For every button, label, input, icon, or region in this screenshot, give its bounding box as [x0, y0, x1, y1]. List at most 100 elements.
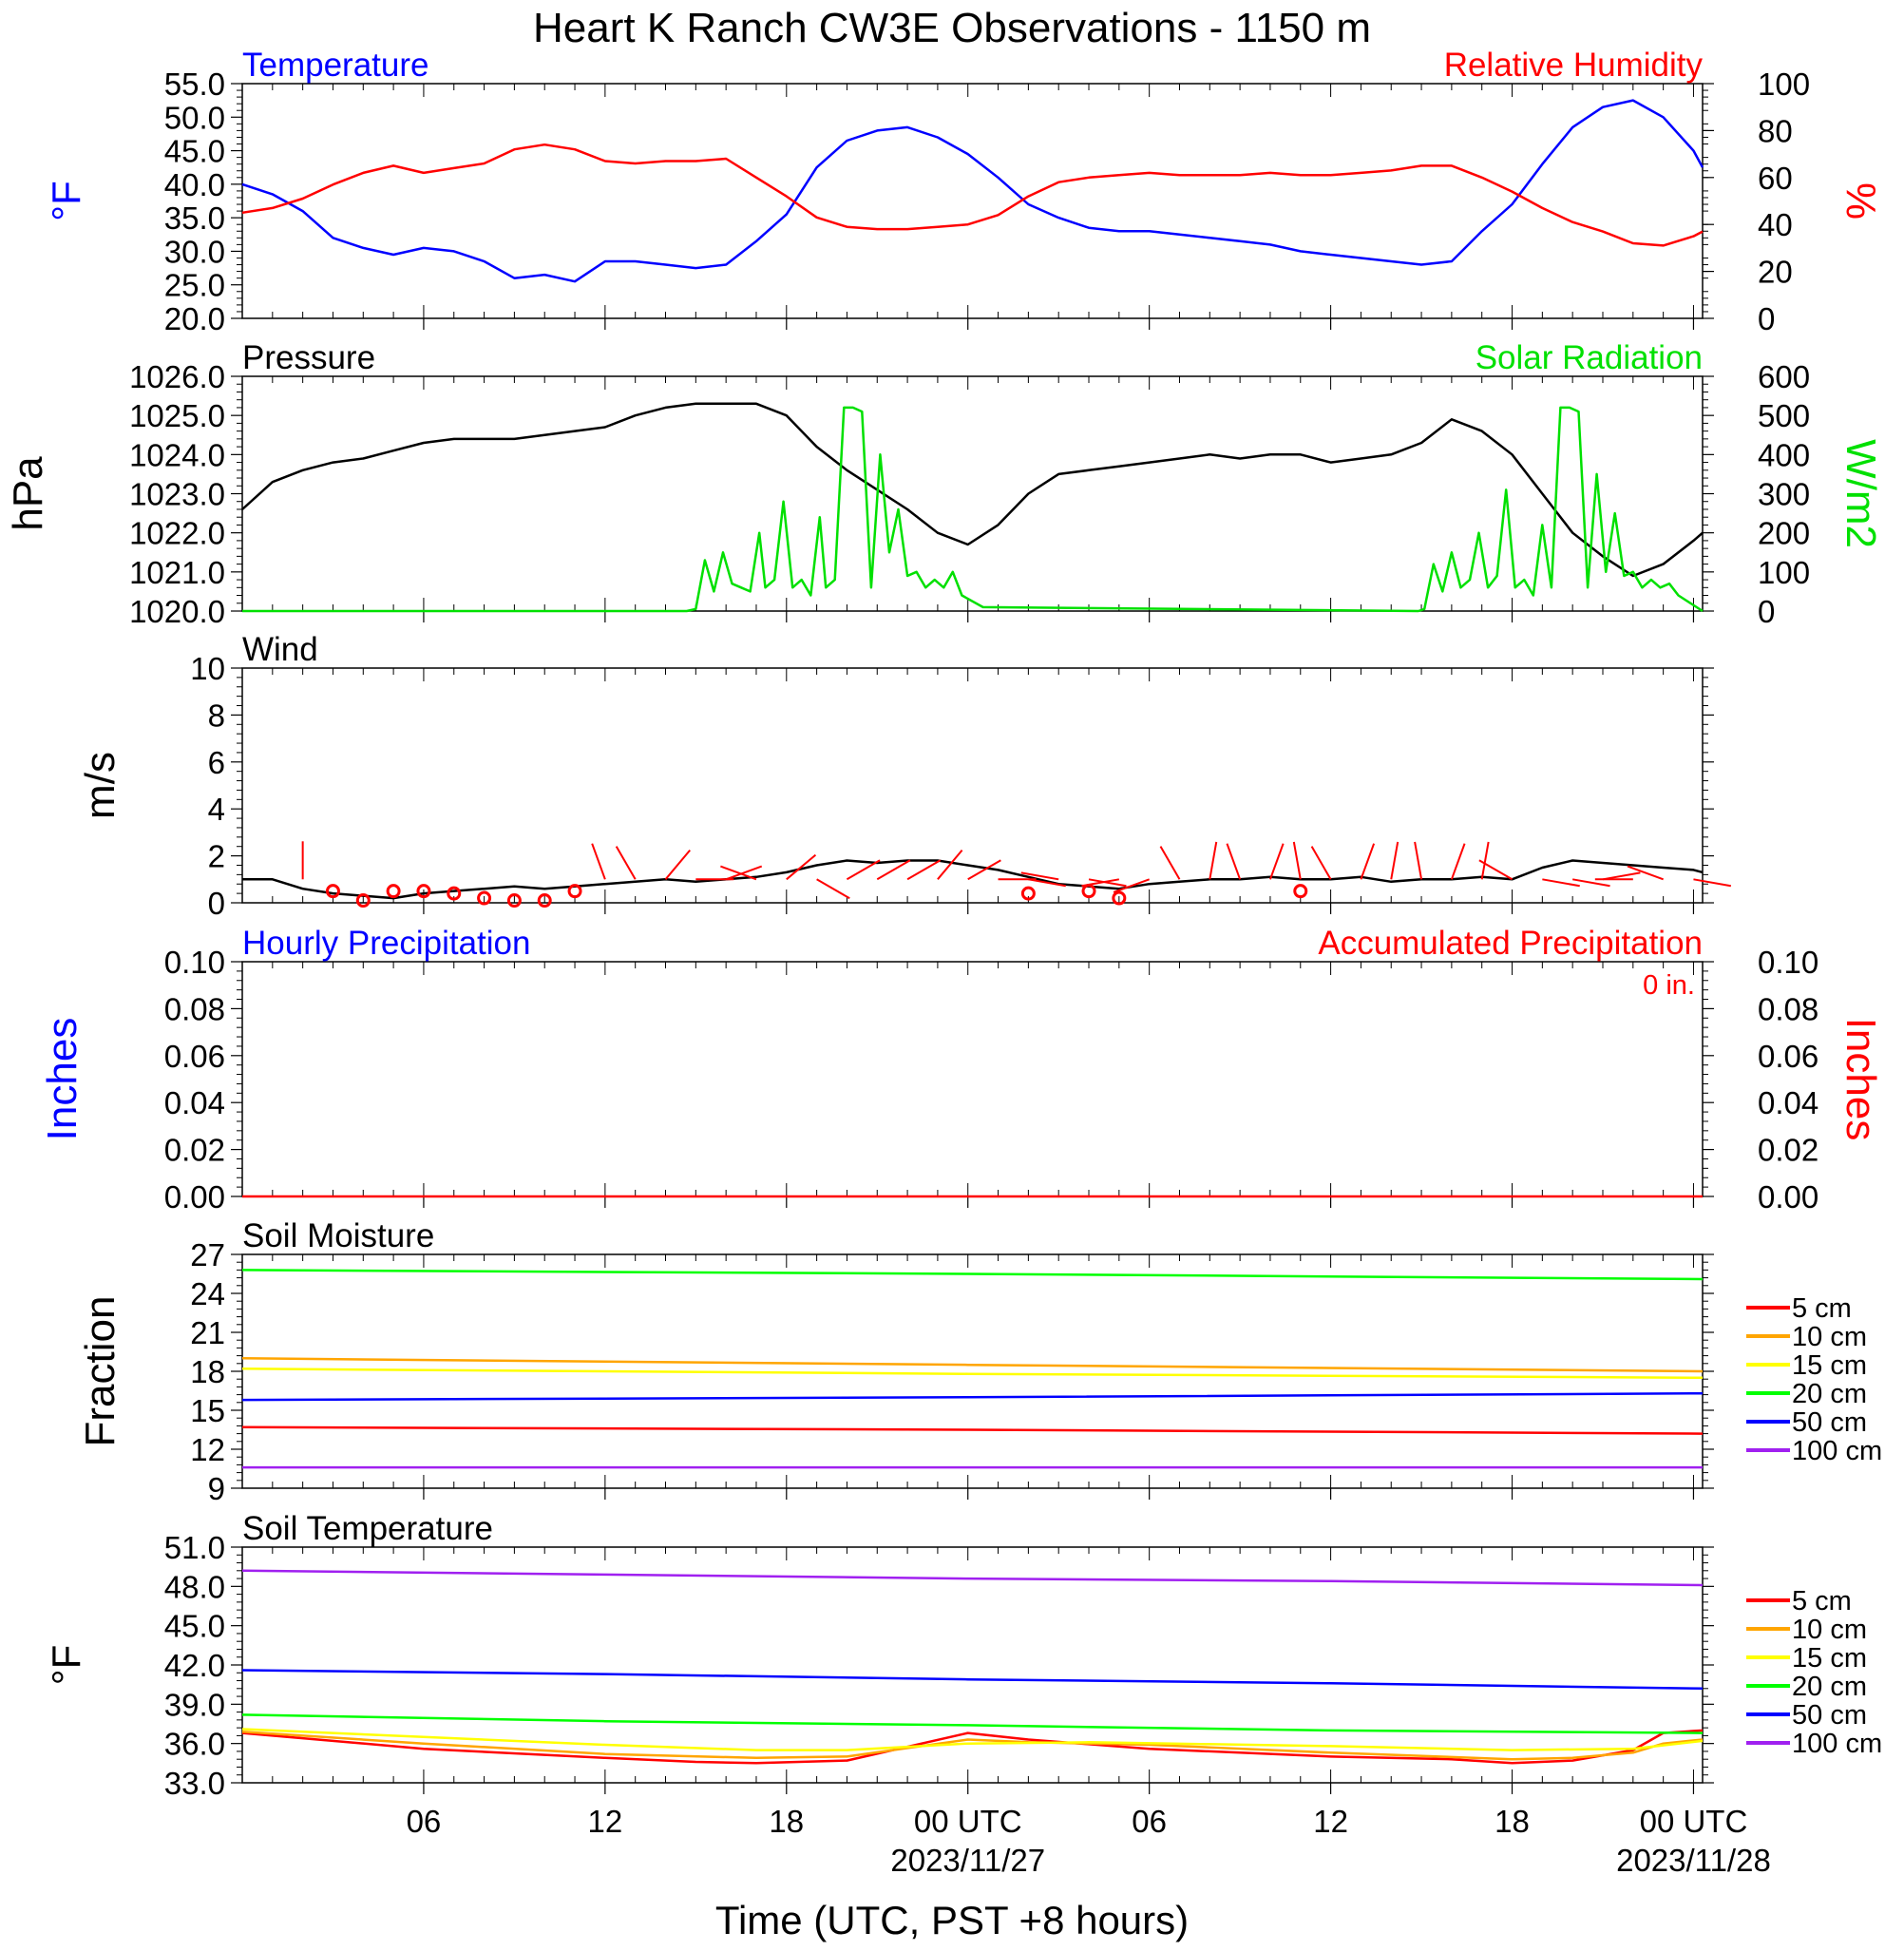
plot-frame	[241, 961, 1704, 1197]
y-tick-label-left: 1021.0	[129, 555, 225, 590]
plot-frame	[241, 83, 1704, 319]
calm-wind-marker	[325, 884, 340, 899]
wind-barb	[1020, 871, 1059, 881]
y-tick-label-right: 0.08	[1758, 991, 1818, 1026]
y-tick-label-left: 1026.0	[129, 359, 225, 394]
calm-wind-marker	[1293, 884, 1308, 899]
y-tick-label-left: 24	[190, 1276, 225, 1311]
wind-barb	[1113, 878, 1151, 893]
y-tick-label-left: 25.0	[164, 268, 225, 303]
series-line	[241, 1425, 1704, 1435]
y-tick-label-left: 0.08	[164, 991, 225, 1026]
y-tick-label-left: 40.0	[164, 167, 225, 202]
wind-barb	[615, 846, 637, 880]
series-line	[241, 99, 1704, 283]
y-tick-label-left: 0.00	[164, 1179, 225, 1215]
x-tick-date-label: 2023/11/28	[1616, 1843, 1771, 1878]
panel-4: 0.10 0.08 0.06 0.04 0.02 0.00 0.10 0.08 0.06 0.04…	[39, 925, 1884, 1215]
legend-label: 20 cm	[1792, 1672, 1867, 1702]
y-tick-label-left: 2	[208, 839, 225, 874]
panel-left-title: Soil Moisture	[242, 1217, 434, 1254]
panel-left-title: Wind	[242, 631, 318, 668]
plot-frame	[241, 375, 1704, 612]
legend-label: 5 cm	[1792, 1586, 1852, 1616]
y-tick-label-left: 30.0	[164, 234, 225, 269]
y-tick-label-left: 0.04	[164, 1085, 225, 1120]
wind-barb	[967, 859, 1001, 881]
y-tick-label-right: 0.02	[1758, 1133, 1818, 1168]
plot-frame	[241, 667, 1704, 904]
x-tick-label: 00 UTC	[914, 1804, 1022, 1839]
calm-wind-marker	[1020, 886, 1036, 901]
series-line	[241, 1368, 1704, 1380]
wind-barb	[1028, 878, 1066, 888]
wind-barb	[786, 853, 817, 881]
y-tick-label-left: 21	[190, 1315, 225, 1350]
y-tick-label-left: 36.0	[164, 1727, 225, 1762]
y-tick-label-left: 1020.0	[129, 594, 225, 629]
calm-wind-marker	[1112, 890, 1127, 906]
series-line	[241, 1357, 1704, 1373]
wind-barb	[937, 850, 963, 880]
panel-3: 10 8 6 4 2 0 Wind m/s	[77, 631, 1732, 921]
x-tick-date-label: 2023/11/27	[890, 1843, 1045, 1878]
y-tick-label-right: 0.10	[1758, 945, 1818, 980]
y-axis-label-left: °F	[44, 1645, 88, 1685]
x-axis-label: Time (UTC, PST +8 hours)	[715, 1898, 1189, 1942]
y-tick-label-left: 6	[208, 745, 225, 780]
y-tick-label-left: 33.0	[164, 1766, 225, 1801]
series-line	[242, 406, 1704, 613]
y-tick-label-left: 10	[190, 651, 225, 686]
y-tick-label-right: 100	[1758, 67, 1810, 102]
y-tick-label-right: 300	[1758, 477, 1810, 512]
calm-wind-marker	[537, 893, 552, 909]
wind-barb	[1414, 841, 1423, 880]
y-tick-label-right: 500	[1758, 398, 1810, 433]
y-tick-label-left: 55.0	[164, 67, 225, 102]
x-tick-label: 06	[407, 1804, 442, 1839]
y-axis-label-left: °F	[44, 181, 88, 220]
panel-right-title: Solar Radiation	[1476, 339, 1703, 376]
series-line	[241, 1713, 1704, 1734]
legend-label: 10 cm	[1792, 1615, 1867, 1645]
y-tick-label-left: 45.0	[164, 134, 225, 169]
y-tick-label-right: 80	[1758, 113, 1793, 148]
panel-right-title: Relative Humidity	[1444, 47, 1704, 84]
series-line	[241, 1569, 1704, 1587]
panel-left-title: Hourly Precipitation	[242, 925, 530, 962]
panel-left-title: Temperature	[242, 47, 428, 84]
series-line	[241, 1728, 1704, 1751]
legend-label: 10 cm	[1792, 1322, 1867, 1352]
y-tick-label-left: 0.10	[164, 945, 225, 980]
wind-barb	[1310, 846, 1332, 880]
series-line	[241, 1391, 1704, 1402]
y-tick-label-left: 42.0	[164, 1648, 225, 1683]
y-tick-label-left: 12	[190, 1432, 225, 1467]
panel-left-title: Pressure	[242, 339, 375, 376]
wind-barb	[1088, 878, 1127, 888]
y-tick-label-left: 27	[190, 1237, 225, 1272]
y-tick-label-left: 51.0	[164, 1530, 225, 1565]
legend-label: 100 cm	[1792, 1729, 1882, 1759]
y-axis-label-right: Inches	[1837, 1018, 1884, 1141]
y-tick-label-right: 0.00	[1758, 1179, 1818, 1215]
wind-barb	[1571, 878, 1610, 888]
y-tick-label-right: 0.06	[1758, 1039, 1818, 1074]
wind-barb	[1627, 865, 1664, 881]
y-tick-label-right: 0.04	[1758, 1085, 1818, 1120]
wind-barb	[1480, 841, 1490, 880]
y-tick-label-left: 0.06	[164, 1039, 225, 1074]
wind-barb	[1693, 878, 1732, 888]
wind-barb	[1360, 843, 1376, 880]
x-tick-label: 18	[1495, 1804, 1530, 1839]
panels: 55.050.045.040.035.030.025.020.010080604…	[5, 47, 1884, 1878]
wind-barb	[816, 878, 850, 900]
y-tick-label-right: 20	[1758, 255, 1793, 290]
wind-barb	[876, 859, 911, 881]
y-tick-label-right: 0	[1758, 301, 1775, 336]
x-tick-label: 00 UTC	[1640, 1804, 1748, 1839]
y-axis-label-left: Inches	[39, 1018, 86, 1141]
y-axis-label-right: W/m2	[1837, 439, 1884, 548]
